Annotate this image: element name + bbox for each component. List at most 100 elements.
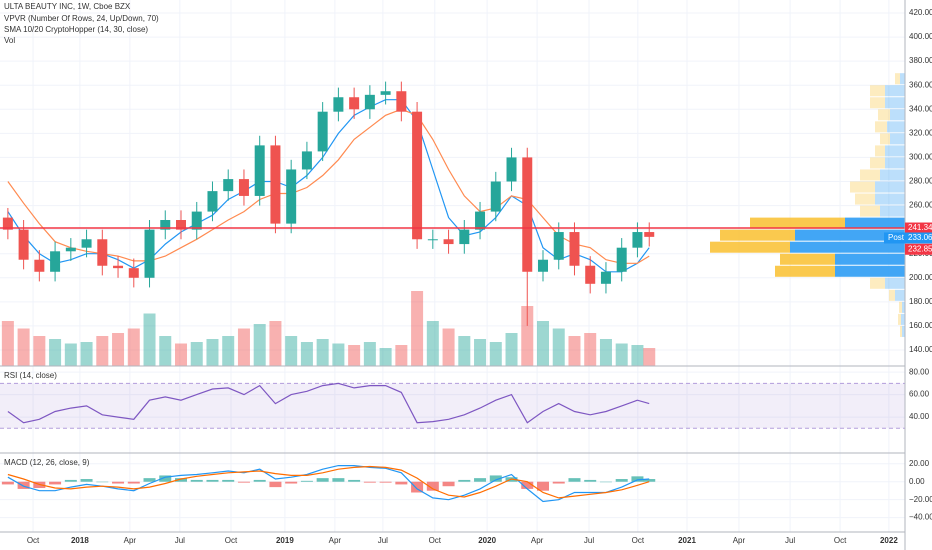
volume-bar: [537, 321, 549, 366]
macd-histogram: [159, 475, 172, 482]
macd-histogram: [285, 481, 298, 484]
grid: [0, 0, 905, 532]
volume-bar: [17, 328, 30, 366]
y-tick-label: 260.00: [909, 201, 932, 210]
vpvr-down: [887, 121, 905, 133]
volume-bar: [348, 345, 361, 366]
candle-body: [286, 169, 297, 224]
y-tick-label: −20.00: [909, 495, 932, 504]
macd-histogram: [348, 479, 361, 482]
macd-histogram: [537, 481, 549, 491]
volume-bar: [643, 348, 656, 366]
candle-body: [81, 239, 92, 248]
volume-bar: [316, 339, 329, 366]
candle-body: [191, 211, 202, 230]
candle-body: [632, 232, 643, 248]
post-label: Post: [888, 233, 905, 242]
macd-histogram: [96, 481, 109, 483]
vpvr-down: [885, 97, 905, 109]
volume-bar: [426, 321, 439, 366]
volume-bar: [237, 328, 250, 366]
sma-line: [7, 108, 650, 264]
vpvr-up: [898, 313, 901, 325]
vpvr-up: [870, 85, 885, 97]
vpvr-down: [902, 325, 905, 337]
candle-body: [2, 217, 13, 230]
candle-body: [207, 191, 218, 212]
macd-histogram: [474, 478, 487, 482]
candle-body: [238, 179, 249, 196]
candle-body: [490, 181, 501, 212]
price-tag: [905, 232, 932, 244]
volume-bar: [505, 333, 518, 366]
vpvr-down: [902, 301, 905, 313]
candle-body: [50, 251, 61, 272]
volume-bar: [253, 324, 266, 366]
volume-bar: [49, 339, 62, 366]
vpvr-up: [750, 217, 845, 229]
candle-body: [317, 111, 328, 152]
volume-bar: [96, 336, 109, 366]
y-tick-label: 80.00: [909, 367, 930, 376]
macd-histogram: [442, 481, 455, 487]
macd-histogram: [615, 479, 628, 482]
x-tick-label: Jul: [584, 536, 594, 545]
volume-bar: [1, 321, 14, 366]
candle-body: [176, 220, 186, 230]
volume-bar: [599, 339, 612, 366]
vpvr-up: [899, 301, 902, 313]
plot: [0, 73, 905, 503]
vpvr-down: [875, 193, 905, 205]
candle-body: [144, 229, 155, 278]
x-tick-label: 2020: [478, 536, 496, 545]
vpvr-up: [878, 109, 890, 121]
volume-bar: [521, 306, 534, 366]
candle-body: [18, 229, 29, 260]
macd-histogram: [411, 481, 424, 493]
vpvr-up: [855, 193, 875, 205]
vpvr-up: [870, 277, 885, 289]
price-tag: [905, 243, 932, 255]
vpvr-up: [860, 169, 880, 181]
vpvr-up: [875, 121, 887, 133]
vpvr-down: [835, 253, 905, 265]
vpvr-up: [780, 253, 835, 265]
candle-body: [65, 247, 76, 252]
volume-bar: [269, 321, 282, 366]
macd-histogram: [143, 478, 156, 482]
candle-body: [412, 111, 423, 240]
y-tick-label: 200.00: [909, 273, 932, 282]
vpvr-up: [880, 133, 890, 145]
price-tag-label: 233.06: [908, 233, 932, 242]
volume-bar: [631, 345, 644, 366]
vpvr-up: [860, 205, 880, 217]
volume-bar: [33, 336, 46, 366]
volume-bar: [80, 342, 93, 366]
vpvr-up: [870, 97, 885, 109]
volume-bar: [159, 336, 172, 366]
price-tag-label: 232.85: [908, 244, 932, 253]
vpvr-down: [885, 145, 905, 157]
candle-body: [380, 91, 391, 95]
macd-line: [7, 465, 650, 503]
legend-item: SMA 10/20 CryptoHopper (14, 30, close): [4, 25, 148, 34]
candle-body: [223, 179, 234, 192]
candle-body: [364, 94, 375, 110]
vpvr-down: [895, 289, 905, 301]
macd-histogram: [175, 478, 187, 482]
x-tick-label: 2019: [276, 536, 294, 545]
vpvr-down: [875, 181, 905, 193]
candle-body: [475, 211, 486, 230]
x-tick-label: Jul: [175, 536, 185, 545]
y-tick-label: 400.00: [909, 32, 932, 41]
candle-body: [97, 239, 108, 266]
candle-body: [506, 157, 517, 182]
candle-body: [600, 271, 611, 284]
macd-histogram: [17, 481, 30, 489]
candle-body: [333, 97, 344, 112]
candle-body: [616, 247, 627, 272]
vpvr-down: [790, 241, 905, 253]
macd-histogram: [584, 479, 597, 482]
vpvr-up: [875, 145, 885, 157]
